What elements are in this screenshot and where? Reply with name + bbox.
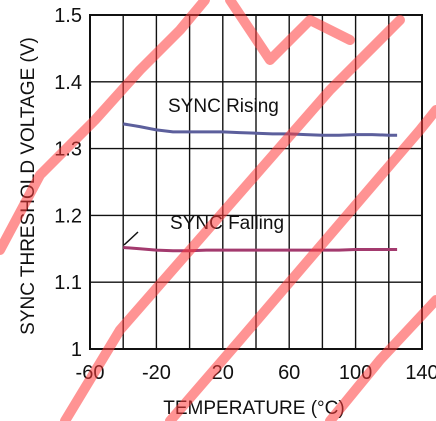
series-lines (122, 122, 398, 253)
plot-frame (89, 14, 423, 350)
y-tick-label: 1.2 (54, 205, 82, 227)
x-tick-label: 60 (278, 362, 300, 384)
y-tick-label: 1.4 (54, 72, 82, 94)
x-tick-label: -20 (142, 362, 171, 384)
y-tick-label: 1 (71, 339, 82, 361)
series-label-rising: SYNC Rising (168, 96, 279, 117)
x-tick-label: 140 (405, 362, 436, 384)
series-label-falling: SYNC Falling (170, 213, 284, 234)
series-line-sync-rising (122, 122, 398, 137)
y-tick-label: 1.1 (54, 272, 82, 294)
x-axis-title: TEMPERATURE (°C) (163, 398, 344, 419)
y-tick-label: 1.5 (54, 5, 82, 27)
y-tick-labels: 11.11.21.31.41.5 (54, 5, 82, 361)
series-line-sync-falling (123, 246, 398, 253)
series-label-falling-leader (123, 231, 139, 246)
